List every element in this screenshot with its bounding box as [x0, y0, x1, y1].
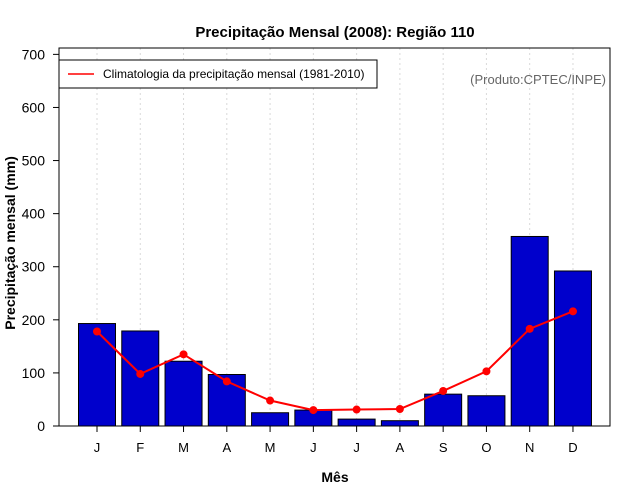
- climatology-point-9: [439, 386, 448, 395]
- bar-5: [251, 412, 290, 427]
- x-tick-label: J: [94, 440, 101, 455]
- y-tick-label: 0: [37, 418, 45, 434]
- climatology-point-12: [568, 307, 577, 316]
- climatology-point-4: [222, 377, 231, 386]
- legend-box: [58, 59, 378, 89]
- y-axis-title: Precipitação mensal (mm): [2, 156, 18, 330]
- climatology-point-10: [482, 367, 491, 376]
- x-tick-label: J: [310, 440, 317, 455]
- climatology-point-3: [179, 350, 188, 359]
- x-tick-label: A: [396, 440, 405, 455]
- bar-7: [337, 418, 376, 427]
- x-tick-label: M: [178, 440, 189, 455]
- y-tick-label: 500: [22, 153, 46, 169]
- bar-1: [78, 323, 116, 427]
- climatology-point-2: [136, 369, 145, 378]
- y-tick-label: 400: [22, 206, 46, 222]
- climatology-point-6: [309, 406, 318, 415]
- x-tick-label: A: [222, 440, 231, 455]
- x-tick-label: S: [439, 440, 448, 455]
- chart-title: Precipitação Mensal (2008): Região 110: [195, 24, 474, 41]
- climatology-point-8: [395, 405, 404, 414]
- x-tick-label: D: [568, 440, 577, 455]
- bar-8: [380, 420, 419, 427]
- y-tick-label: 200: [22, 312, 46, 328]
- climatology-point-7: [352, 405, 361, 414]
- climatology-point-5: [266, 396, 275, 405]
- x-tick-label: F: [136, 440, 144, 455]
- x-axis-title: Mês: [321, 469, 348, 485]
- bar-10: [467, 395, 506, 427]
- y-tick-label: 300: [22, 259, 46, 275]
- legend-label: Climatologia da precipitação mensal (198…: [103, 67, 364, 81]
- x-tick-label: J: [353, 440, 360, 455]
- y-tick-label: 700: [22, 46, 46, 62]
- climatology-line: [93, 307, 577, 415]
- bar-9: [424, 393, 463, 427]
- y-axis: 0 100 200 300 400 500 600 700: [22, 46, 59, 434]
- bar-3: [164, 360, 203, 427]
- x-tick-label: M: [265, 440, 276, 455]
- x-tick-label: N: [525, 440, 534, 455]
- credit-label: (Produto:CPTEC/INPE): [470, 72, 606, 87]
- y-tick-label: 100: [22, 365, 46, 381]
- bars: [78, 235, 592, 427]
- plot-frame: [58, 47, 611, 427]
- y-tick-label: 600: [22, 99, 46, 115]
- bar-12: [553, 270, 592, 427]
- climatology-point-11: [525, 324, 534, 333]
- bar-2: [121, 330, 160, 427]
- legend: Climatologia da precipitação mensal (198…: [58, 59, 378, 89]
- x-tick-label: O: [481, 440, 491, 455]
- climatology-polyline: [96, 310, 574, 412]
- climatology-point-1: [93, 327, 101, 336]
